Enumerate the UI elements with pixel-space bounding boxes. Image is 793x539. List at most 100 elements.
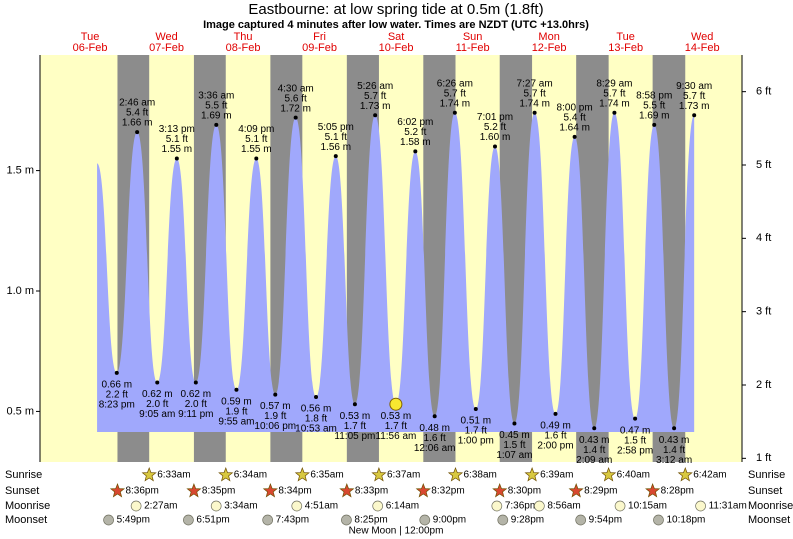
sunrise-icon [601,467,617,482]
tide-height-ft: 5.7 ft [603,88,625,99]
tide-time: 9:11 pm [178,409,213,420]
moonrise-time: 7:36pm [505,501,538,512]
moonset-icon [575,514,587,526]
tide-height-m: 0.48 m [419,423,450,434]
footnote: New Moon | 12:00pm [349,526,444,537]
tide-height-m: 1.58 m [400,137,431,148]
moonrise-icon [695,500,706,512]
tide-point [155,380,160,385]
row-label: Moonset [5,514,47,526]
tide-point [512,421,517,426]
sunrise-time: 6:38am [464,470,497,481]
moonrise-time: 6:14am [386,501,419,512]
tide-height-m: 1.73 m [679,101,710,112]
tide-point [672,426,677,431]
tide-time: 8:23 pm [99,400,135,411]
tide-height-m: 0.53 m [340,411,371,422]
moonset-time: 5:49pm [117,515,150,526]
tide-point [174,156,179,161]
moonset-icon [653,514,664,526]
tide-point [553,411,558,416]
tide-point [532,110,537,115]
tide-point [572,134,577,139]
day-label: Sun [463,31,483,43]
moonset-time: 6:51pm [196,515,229,526]
moonrise-time: 8:56am [547,501,580,512]
sunset-time: 8:33pm [355,486,388,497]
tide-height-m: 0.62 m [181,389,212,400]
sunset-icon [339,483,355,498]
sunrise-time: 6:40am [617,470,650,481]
sunset-time: 8:35pm [202,486,235,497]
tide-height-ft: 5.5 ft [643,100,665,111]
tide-time: 2:09 am [576,455,612,466]
tide-height-ft: 1.8 ft [305,414,327,425]
sunset-icon [186,483,202,498]
row-label: Sunset [748,485,782,497]
date-label: 10-Feb [379,42,414,54]
tide-height-m: 0.59 m [221,396,252,407]
y2-tick-label: 2 ft [756,379,771,391]
moonrise-time: 2:27am [144,501,177,512]
date-label: 07-Feb [149,42,184,54]
tide-height-ft: 1.7 ft [385,421,407,432]
tide-height-m: 1.55 m [241,144,272,155]
current-tide-marker [389,397,403,411]
tide-height-m: 0.56 m [301,404,332,415]
y-tick-label: 1.0 m [6,285,34,297]
chart-subtitle: Image captured 4 minutes after low water… [203,19,589,31]
tide-height-m: 1.56 m [320,142,351,153]
tide-height-m: 0.57 m [260,401,291,412]
day-label: Tue [616,31,635,43]
tide-point [293,115,298,120]
tide-height-ft: 1.5 ft [624,435,646,446]
sunrise-icon [677,467,693,482]
tide-time: 3:12 am [656,455,692,466]
date-label: 14-Feb [685,42,720,54]
tide-height-ft: 5.7 ft [444,88,466,99]
tide-time: 8:58 pm [636,90,672,101]
day-label: Thu [234,31,253,43]
tide-height-m: 0.49 m [540,420,571,431]
tide-height-ft: 5.6 ft [285,93,307,104]
tide-point [314,394,319,399]
tide-height-m: 0.47 m [620,425,651,436]
sunrise-time: 6:39am [540,470,573,481]
tide-height-ft: 2.0 ft [146,399,168,410]
tide-height-ft: 5.7 ft [523,88,545,99]
tide-point [114,370,119,375]
sunrise-icon [218,467,234,482]
tide-height-ft: 5.5 ft [205,100,227,111]
tide-point [352,402,357,407]
tide-area [97,112,695,432]
moonrise-icon [491,500,503,512]
moonset-time: 7:43pm [276,515,309,526]
sunrise-icon [371,467,387,482]
tide-height-m: 1.74 m [440,98,471,109]
tide-height-ft: 1.6 ft [424,433,446,444]
tide-height-m: 1.69 m [201,110,232,121]
tide-time: 2:00 pm [537,440,573,451]
tide-height-ft: 1.6 ft [544,430,566,441]
sunset-icon [109,483,126,498]
tide-point [373,113,378,118]
day-label: Tue [81,31,100,43]
tide-time: 5:26 am [357,81,393,92]
tide-time: 3:13 pm [159,124,195,135]
tide-height-ft: 5.2 ft [484,122,506,133]
tide-height-ft: 5.2 ft [404,127,426,138]
date-label: 06-Feb [73,42,108,54]
tide-height-ft: 1.7 ft [344,421,366,432]
tide-time: 9:30 am [676,81,712,92]
tide-point [193,380,198,385]
tide-height-m: 0.66 m [101,380,132,391]
tide-height-ft: 1.9 ft [264,411,286,422]
tide-time: 4:30 am [278,83,314,94]
day-label: Fri [313,31,326,43]
sunset-time: 8:29pm [584,486,617,497]
tide-time: 7:01 pm [477,112,513,123]
sunrise-icon [524,467,540,482]
tide-point [692,113,697,118]
row-label: Sunrise [5,469,42,481]
y2-tick-label: 4 ft [756,232,771,244]
